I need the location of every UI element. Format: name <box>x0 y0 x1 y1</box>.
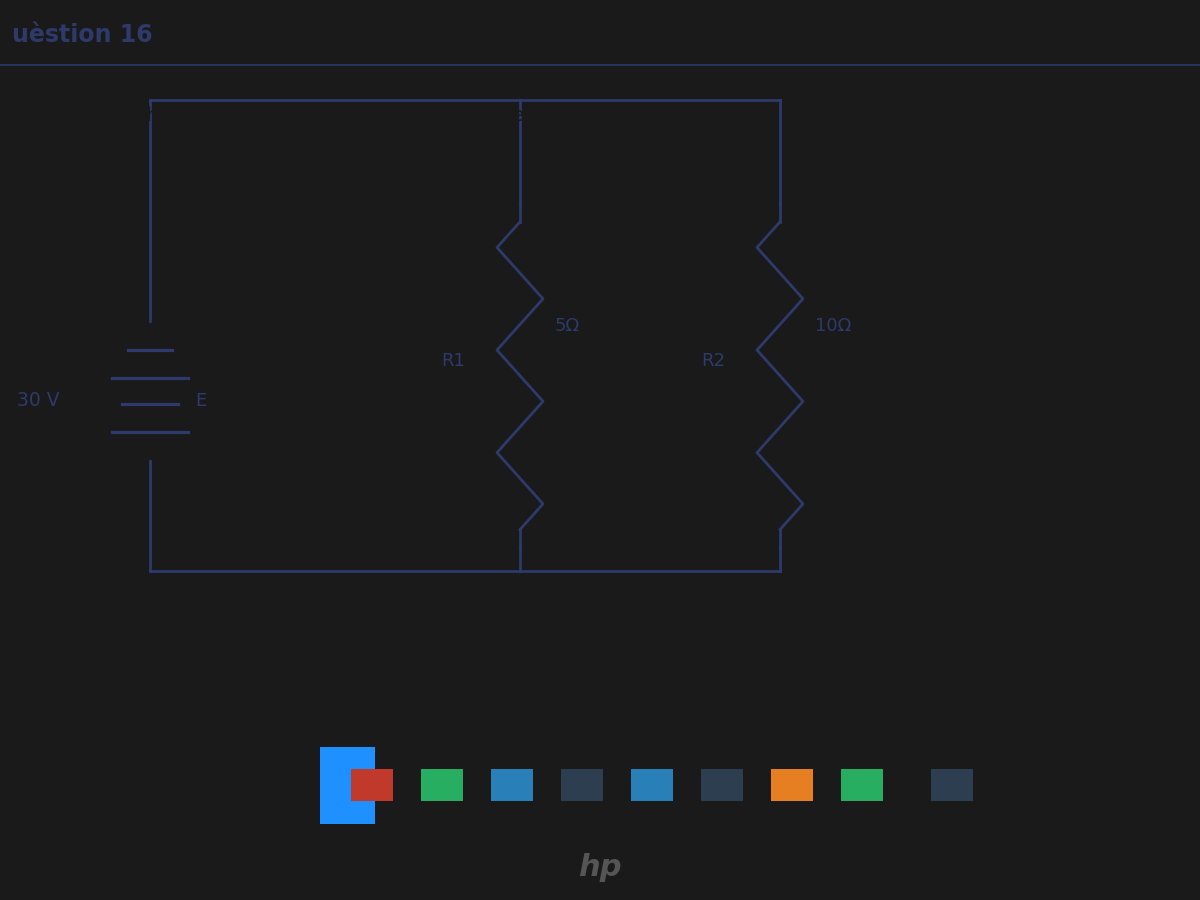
Bar <box>421 770 463 801</box>
Bar <box>772 770 814 801</box>
Text: R1: R1 <box>442 352 466 370</box>
Text: 10Ω: 10Ω <box>815 317 851 335</box>
Bar <box>931 770 973 801</box>
Text: 5Ω: 5Ω <box>554 317 580 335</box>
Text: Determine the current flowing through 5Ω for the circuit shown in Figure: Determine the current flowing through 5Ω… <box>25 105 757 125</box>
Bar <box>701 770 743 801</box>
Text: E: E <box>194 392 206 410</box>
Bar <box>841 770 883 801</box>
Text: 30 V: 30 V <box>17 392 60 410</box>
Text: hp: hp <box>578 853 622 882</box>
Bar <box>631 770 673 801</box>
Text: R2: R2 <box>701 352 725 370</box>
Text: uèstion 16: uèstion 16 <box>12 23 152 47</box>
Bar <box>352 770 394 801</box>
Bar <box>491 770 533 801</box>
Bar <box>320 747 374 824</box>
Bar <box>562 770 604 801</box>
